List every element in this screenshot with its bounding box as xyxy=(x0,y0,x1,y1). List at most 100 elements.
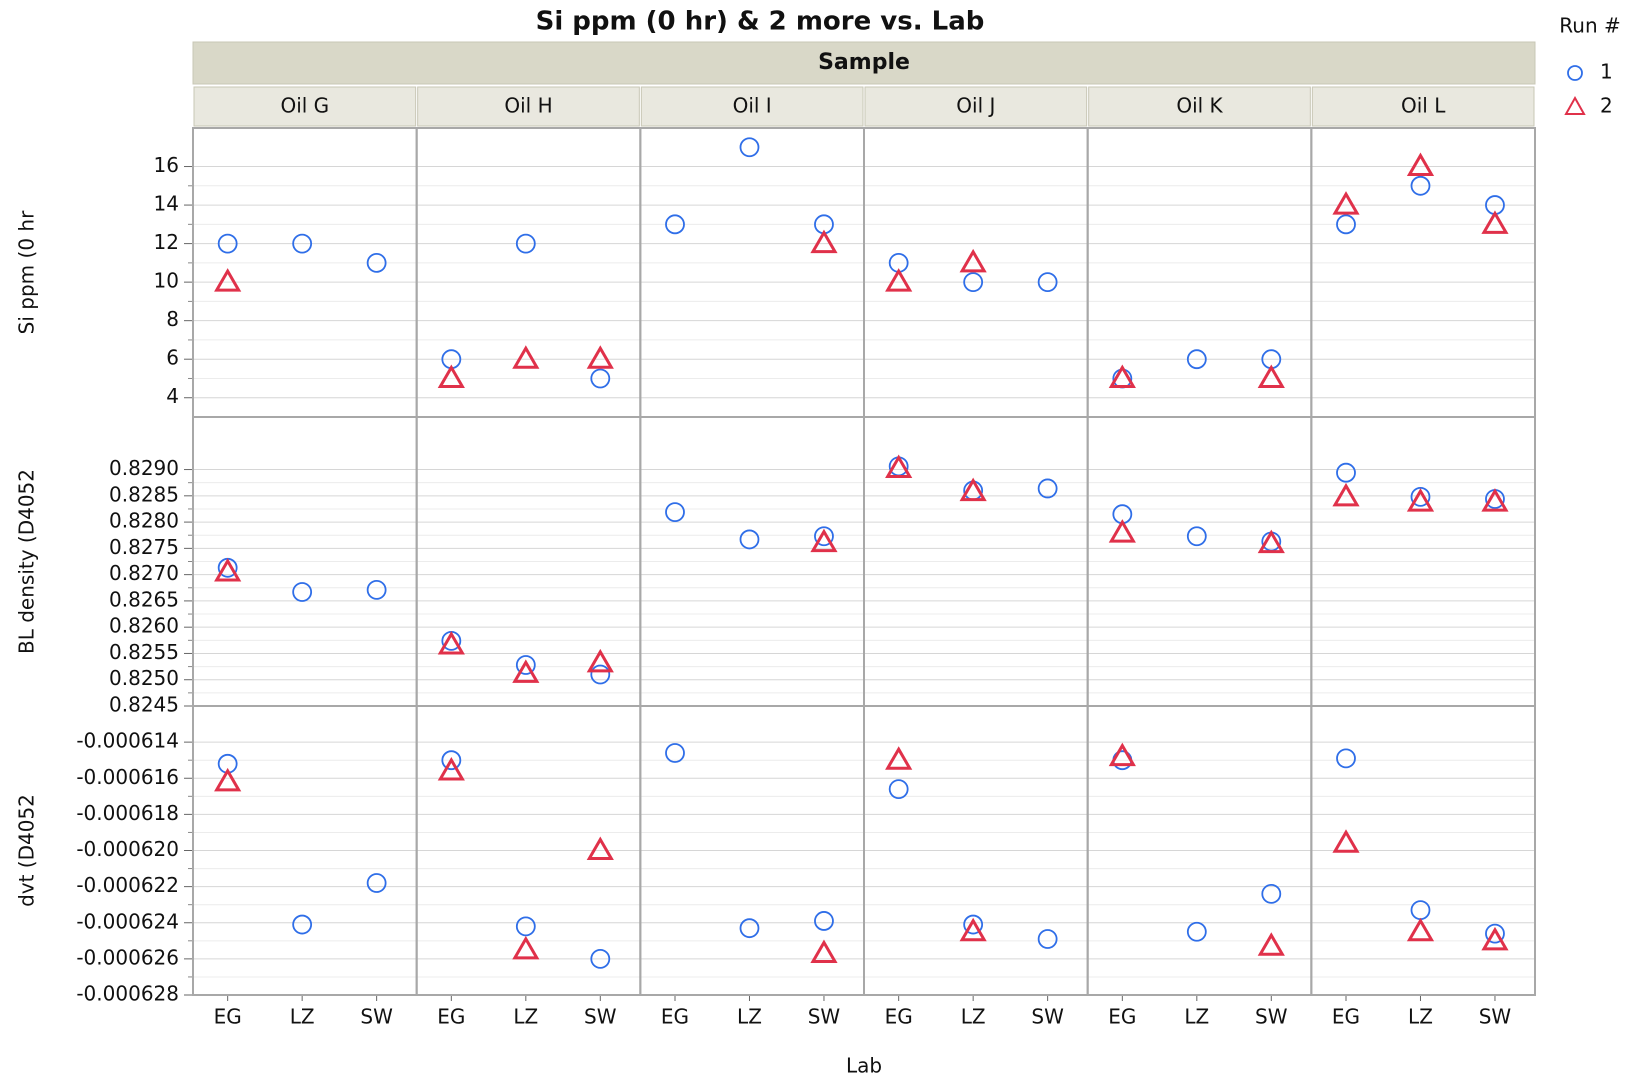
x-tick-label: SW xyxy=(1479,1005,1512,1029)
point xyxy=(1336,748,1356,769)
point xyxy=(1485,923,1505,944)
point xyxy=(1406,152,1435,177)
point xyxy=(1336,462,1356,483)
panel-header xyxy=(417,86,640,127)
point xyxy=(1186,526,1207,547)
point xyxy=(1186,349,1207,370)
legend-marker xyxy=(1567,65,1583,81)
panel-label: Oil K xyxy=(1176,94,1223,118)
point xyxy=(586,345,614,369)
point xyxy=(810,528,838,553)
y-tick-label: 0.8265 xyxy=(109,587,179,611)
x-axis-label: Lab xyxy=(846,1054,882,1078)
point xyxy=(885,268,913,292)
x-tick-label: SW xyxy=(1031,1005,1064,1029)
point xyxy=(586,836,614,860)
x-tick-label: LZ xyxy=(290,1005,315,1029)
x-tick-label: LZ xyxy=(1184,1005,1209,1029)
x-tick-label: EG xyxy=(1108,1005,1136,1029)
panel-frame xyxy=(1310,127,1537,418)
point xyxy=(590,948,611,969)
y-tick-label: 0.8280 xyxy=(109,509,179,533)
panel-label: Oil L xyxy=(1401,94,1446,118)
legend-label: 2 xyxy=(1600,94,1613,118)
panel-header xyxy=(640,86,864,127)
y-tick-label: 0.8250 xyxy=(109,666,179,690)
y-tick-label: 4 xyxy=(166,384,179,408)
point xyxy=(1410,900,1431,921)
point xyxy=(1481,210,1509,234)
point xyxy=(665,502,685,523)
legend-marker xyxy=(1564,95,1586,115)
point xyxy=(739,918,760,939)
panel-header xyxy=(193,86,417,127)
panel-header xyxy=(1311,86,1535,127)
panel-frame xyxy=(1086,127,1313,418)
point xyxy=(814,911,834,931)
point xyxy=(437,364,465,388)
point xyxy=(1108,519,1136,543)
point xyxy=(1410,175,1431,196)
point xyxy=(959,248,987,273)
point xyxy=(437,631,465,655)
panel-label: Oil I xyxy=(733,94,772,118)
point xyxy=(590,368,611,389)
point xyxy=(214,268,242,292)
x-tick-label: LZ xyxy=(513,1005,538,1029)
point xyxy=(885,746,913,770)
y-tick-label: 10 xyxy=(154,269,179,293)
y-axis-label: Si ppm (0 hr xyxy=(15,210,39,334)
y-tick-label: -0.000620 xyxy=(76,837,179,861)
y-tick-label: 8 xyxy=(166,307,179,331)
point xyxy=(1108,742,1136,767)
x-tick-label: LZ xyxy=(1408,1005,1433,1029)
y-tick-label: -0.000624 xyxy=(76,909,179,933)
point xyxy=(1186,921,1207,942)
point xyxy=(292,582,313,602)
y-tick-label: 0.8285 xyxy=(109,482,179,506)
point xyxy=(810,229,838,254)
y-tick-label: -0.000622 xyxy=(76,873,179,897)
point xyxy=(739,137,760,158)
point xyxy=(1410,486,1431,507)
point xyxy=(586,648,614,673)
point xyxy=(1261,883,1282,904)
x-tick-label: EG xyxy=(1332,1005,1360,1029)
point xyxy=(1406,488,1435,512)
x-tick-label: LZ xyxy=(737,1005,762,1029)
x-tick-label: EG xyxy=(885,1005,913,1029)
panel-frame xyxy=(639,127,865,418)
point xyxy=(217,233,238,254)
y-tick-label: 14 xyxy=(154,192,179,216)
y-tick-label: -0.000614 xyxy=(76,729,179,753)
legend-title: Run # xyxy=(1559,14,1620,38)
panel-frame xyxy=(1310,705,1537,996)
point xyxy=(959,477,987,502)
panel-header xyxy=(864,86,1088,127)
point xyxy=(888,779,909,799)
y-axis-label: BL density (D4052 xyxy=(15,469,39,654)
panel-label: Oil J xyxy=(956,94,995,118)
point xyxy=(885,454,913,478)
point xyxy=(1257,529,1285,554)
point xyxy=(959,917,987,942)
x-tick-label: SW xyxy=(360,1005,393,1029)
point xyxy=(512,935,540,960)
point xyxy=(512,345,540,369)
point xyxy=(665,743,685,763)
point xyxy=(292,233,313,254)
point xyxy=(441,750,462,771)
point xyxy=(366,252,387,273)
point xyxy=(1481,488,1509,512)
y-tick-label: 0.8245 xyxy=(109,693,179,717)
x-tick-label: SW xyxy=(808,1005,841,1029)
y-tick-label: 16 xyxy=(154,153,179,177)
panel-label: Oil H xyxy=(504,94,552,118)
y-tick-label: -0.000618 xyxy=(76,801,179,825)
y-tick-label: -0.000626 xyxy=(76,945,179,969)
point xyxy=(1406,917,1435,942)
point xyxy=(1257,932,1285,956)
y-tick-label: -0.000616 xyxy=(76,765,179,789)
point xyxy=(810,939,838,963)
